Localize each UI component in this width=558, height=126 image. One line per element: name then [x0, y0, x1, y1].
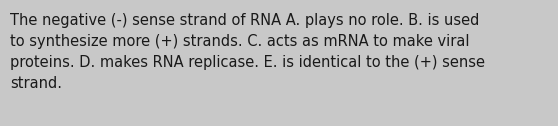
Text: The negative (-) sense strand of RNA A. plays no role. B. is used
to synthesize : The negative (-) sense strand of RNA A. … [10, 13, 485, 91]
